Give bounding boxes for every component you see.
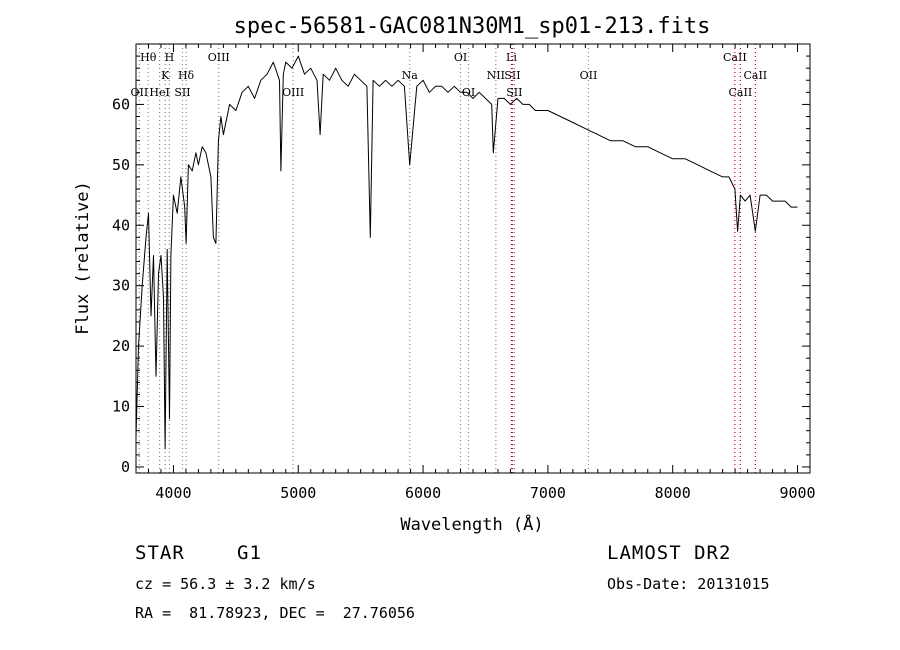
- x-axis-label: Wavelength (Å): [400, 513, 543, 535]
- observation-date: Obs-Date: 20131015: [607, 575, 770, 593]
- spectral-line-label: OIII: [208, 51, 230, 64]
- x-tick-label: 8000: [655, 484, 691, 502]
- spectral-line-label: CaII: [729, 86, 753, 99]
- spectral-line-label: Li: [506, 51, 517, 64]
- spectral-line-label: H: [165, 51, 175, 64]
- coordinates: RA = 81.78923, DEC = 27.76056: [135, 604, 415, 622]
- y-tick-label: 10: [112, 398, 130, 416]
- spectral-line-label: OII: [580, 69, 598, 82]
- flux-line: [135, 55, 798, 450]
- spectral-line-label: K: [161, 69, 170, 82]
- object-class: STAR: [135, 542, 185, 564]
- survey-name: LAMOST DR2: [607, 542, 732, 564]
- spectral-line-label: SII: [504, 69, 520, 82]
- spectral-line-label: Hδ: [178, 69, 195, 82]
- spectrum-series: [135, 55, 798, 450]
- y-tick-label: 30: [112, 277, 130, 295]
- x-tick-label: 7000: [530, 484, 566, 502]
- y-axis-label: Flux (relative): [73, 181, 93, 335]
- spectral-line-label: SII: [506, 86, 522, 99]
- y-tick-label: 0: [121, 458, 130, 476]
- y-tick-label: 20: [112, 337, 130, 355]
- spectrum-chart: spec-56581-GAC081N30M1_sp01-213.fits Hθ O…: [73, 14, 816, 535]
- spectral-line-label: Na: [402, 69, 419, 82]
- spectral-line-label: OI: [454, 51, 467, 64]
- spectral-line-label: NII: [487, 69, 505, 82]
- x-tick-label: 4000: [155, 484, 191, 502]
- spectral-line-label: HeI: [149, 86, 169, 99]
- y-tick-label: 40: [112, 216, 130, 234]
- spectral-line-label: CaII: [723, 51, 747, 64]
- spectral-line-label: Hθ: [140, 51, 157, 64]
- spectral-line-label: OI: [462, 86, 475, 99]
- object-subclass: G1: [237, 542, 262, 564]
- chart-title: spec-56581-GAC081N30M1_sp01-213.fits: [234, 14, 711, 39]
- spectral-line-label: CaII: [743, 69, 767, 82]
- spectral-line-label: OIII: [282, 86, 304, 99]
- y-tick-label: 50: [112, 156, 130, 174]
- x-tick-label: 6000: [405, 484, 441, 502]
- redshift-velocity: cz = 56.3 ± 3.2 km/s: [135, 575, 316, 593]
- x-tick-label: 5000: [280, 484, 316, 502]
- spectral-line-label: SII: [174, 86, 190, 99]
- y-tick-label: 60: [112, 95, 130, 113]
- x-tick-label: 9000: [779, 484, 815, 502]
- axes: 4000 5000 6000 7000 8000 9000 0 10 20 30 40 50 60: [112, 43, 816, 502]
